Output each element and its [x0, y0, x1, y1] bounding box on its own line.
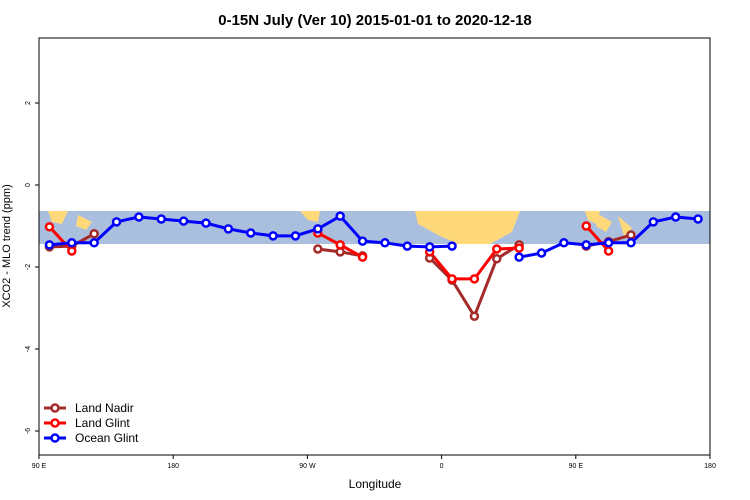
data-point — [469, 274, 480, 284]
data-point — [245, 228, 256, 238]
data-point — [89, 238, 99, 248]
data-point — [268, 231, 278, 241]
data-point — [335, 240, 345, 250]
legend-label: Land Glint — [75, 416, 130, 430]
data-point — [559, 238, 569, 248]
data-point — [357, 236, 368, 246]
data-point — [581, 221, 591, 231]
x-tick-label: 180 — [704, 463, 716, 470]
x-tick-label: 180 — [167, 463, 179, 470]
data-point — [67, 246, 77, 256]
data-point — [89, 229, 99, 239]
data-point — [67, 238, 77, 248]
legend-marker — [50, 403, 60, 413]
data-point — [514, 252, 524, 262]
x-tick-label: 0 — [440, 463, 444, 470]
chart-title: 0-15N July (Ver 10) 2015-01-01 to 2020-1… — [218, 12, 532, 29]
data-point — [447, 241, 457, 251]
data-point — [469, 311, 480, 321]
data-point — [201, 218, 211, 228]
data-point — [111, 217, 122, 227]
x-tick-label: 90 E — [569, 463, 584, 470]
data-point — [223, 224, 234, 234]
data-point — [536, 248, 547, 258]
y-axis-label: XCO2 - MLO trend (ppm) — [1, 184, 13, 307]
data-point — [447, 274, 457, 284]
data-point — [693, 214, 703, 224]
data-point — [424, 242, 435, 252]
y-tick-label: 2 — [25, 101, 32, 105]
legend-marker — [50, 418, 60, 428]
data-point — [603, 238, 614, 248]
data-point — [44, 240, 55, 250]
data-point — [581, 240, 591, 250]
data-point — [357, 252, 368, 262]
data-point — [492, 244, 502, 254]
legend-label: Land Nadir — [75, 401, 134, 415]
data-point — [670, 212, 681, 222]
x-tick-label: 90 E — [32, 463, 47, 470]
data-point — [335, 211, 345, 221]
data-point — [648, 217, 659, 227]
legend-label: Ocean Glint — [75, 431, 139, 445]
x-tick-label: 90 W — [299, 463, 316, 470]
y-tick-label: 0 — [25, 183, 32, 187]
data-point — [313, 224, 323, 234]
data-point — [290, 231, 301, 241]
y-tick-label: -6 — [25, 428, 32, 434]
y-tick-label: -4 — [25, 346, 32, 352]
data-point — [492, 254, 502, 264]
data-point — [514, 243, 524, 253]
data-point — [313, 244, 323, 254]
data-point — [603, 246, 614, 256]
data-point — [44, 222, 55, 232]
data-point — [626, 230, 636, 240]
x-axis-label: Longitude — [349, 477, 402, 491]
data-point — [380, 238, 390, 248]
data-point — [626, 238, 636, 248]
data-point — [134, 212, 144, 222]
data-point — [178, 216, 189, 226]
plot-frame — [38, 37, 711, 456]
legend-marker — [50, 433, 60, 443]
data-point — [156, 214, 167, 224]
y-tick-label: -2 — [25, 264, 32, 270]
data-point — [402, 241, 413, 251]
